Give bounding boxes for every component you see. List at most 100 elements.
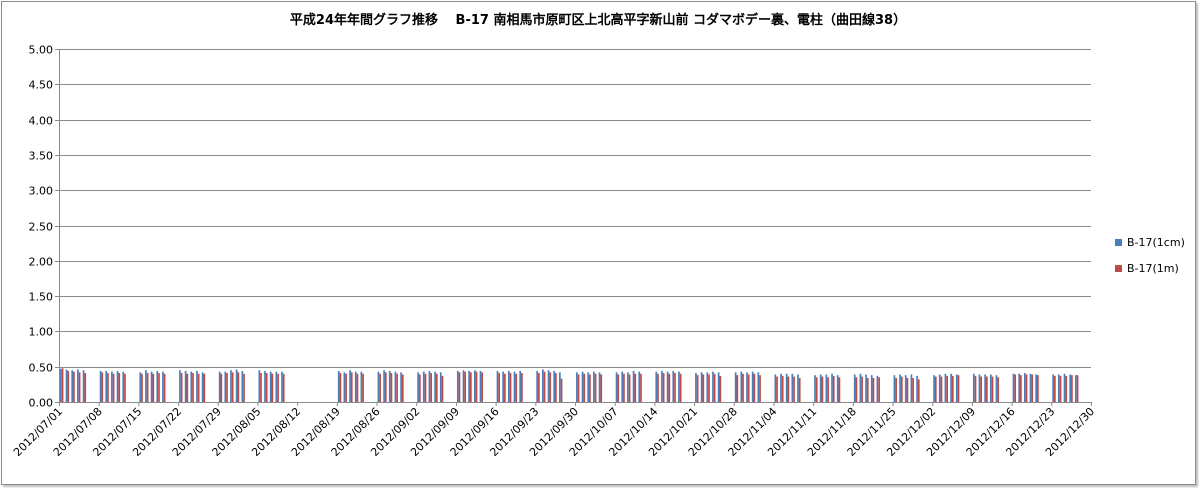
bar-b17-1m [390,373,393,402]
bar-b17-1m [861,376,863,402]
bar-b17-1cm [241,370,244,402]
bar-b17-1cm [139,372,142,402]
bar-b17-1cm [972,373,975,402]
bar-b17-1m [435,373,438,402]
y-tick-label: 0.00 [29,397,54,410]
bar-b17-1m [192,373,194,402]
bar-b17-1cm [1063,373,1066,402]
bar-b17-1m [974,375,977,402]
bar-b17-1m [549,372,552,402]
bar-b17-1m [583,373,586,402]
bar-b17-1cm [791,373,794,402]
bar-b17-1m [107,373,109,402]
bar-b17-1m [872,378,875,402]
bar-b17-1m [1054,375,1056,402]
bar-b17-1cm [559,372,561,402]
bar-b17-1m [401,374,404,402]
bar-b17-1cm [105,370,108,402]
legend: B-17(1cm) B-17(1m) [1115,236,1185,275]
bar-b17-1m [985,376,988,402]
bar-b17-1m [441,375,444,402]
bar-b17-1cm [859,373,862,402]
bar-b17-1cm [99,370,102,402]
bar-b17-1cm [502,371,505,402]
bar-b17-1m [112,373,115,402]
bar-b17-1cm [989,374,992,402]
bar-b17-1cm [428,370,431,402]
bar-b17-1cm [82,370,85,402]
bar-b17-1m [504,373,506,402]
bar-b17-1cm [1052,374,1055,402]
bar-b17-1m [917,379,920,402]
bar-b17-1m [260,373,262,402]
legend-label: B-17(1cm) [1127,236,1185,249]
bar-b17-1m [141,373,143,402]
bar-b17-1cm [496,370,499,402]
bar-b17-1m [855,377,858,402]
bar-b17-1m [481,372,484,402]
bar-b17-1m [1037,375,1039,402]
bar-b17-1cm [1075,375,1077,402]
bar-b17-1cm [853,374,856,402]
bar-b17-1cm [615,372,618,402]
bar-b17-1m [696,375,699,402]
bar-b17-1cm [145,370,147,402]
legend-swatch [1115,239,1122,246]
bar-b17-1m [339,373,342,402]
bar-b17-1m [815,377,818,402]
bar-b17-1cm [734,372,737,402]
bar-b17-1m [713,373,716,402]
bar-b17-1cm [77,369,79,402]
bar-b17-1cm [553,370,556,402]
bar-b17-1m [628,374,631,402]
bar-b17-1cm [910,374,913,402]
bar-b17-1cm [672,370,675,402]
bar-b17-1cm [547,370,550,402]
bar-b17-1cm [870,375,873,402]
bar-b17-1cm [1023,373,1026,402]
bar-b17-1cm [456,370,459,402]
bar-b17-1cm [706,372,709,402]
bar-b17-1m [220,373,223,402]
bar-b17-1cm [700,372,703,402]
bar-b17-1cm [978,374,981,402]
y-tick-label: 2.50 [29,221,54,234]
bar-b17-1cm [434,371,436,402]
bar-b17-1cm [264,370,266,402]
bar-b17-1m [78,372,81,402]
bar-b17-1cm [479,370,482,402]
bar-b17-1cm [439,372,442,402]
bar-b17-1m [515,373,518,402]
bar-b17-1cm [757,372,760,402]
bar-b17-1m [282,373,285,402]
bar-b17-1m [237,372,240,402]
bar-b17-1cm [468,370,470,402]
bar-b17-1cm [150,371,153,402]
bar-b17-1cm [1012,373,1015,402]
bar-b17-1cm [1058,374,1060,402]
y-tick-label: 1.50 [29,291,54,304]
bar-b17-1cm [831,373,833,402]
bar-b17-1cm [661,370,663,402]
bar-b17-1m [940,376,943,402]
bar-b17-1cm [343,372,346,402]
bar-b17-1cm [71,370,74,402]
bar-b17-1m [61,368,64,402]
bar-b17-1cm [814,375,816,402]
bar-b17-1cm [394,371,397,402]
y-tick-label: 0.50 [29,362,54,375]
bar-b17-1cm [349,370,351,402]
bar-b17-1m [991,376,994,402]
bar-b17-1m [521,373,523,402]
bar-b17-1cm [542,369,544,402]
bar-b17-1m [997,377,1000,402]
bar-b17-1cm [184,370,187,402]
bar-b17-1m [379,373,381,402]
bar-b17-1m [708,374,710,402]
bar-b17-1m [362,373,364,402]
bar-b17-1cm [473,370,476,402]
bar-b17-1cm [825,374,828,402]
bar-b17-1cm [1069,374,1072,402]
bar-b17-1cm [201,372,204,402]
gridlines [59,49,1091,368]
